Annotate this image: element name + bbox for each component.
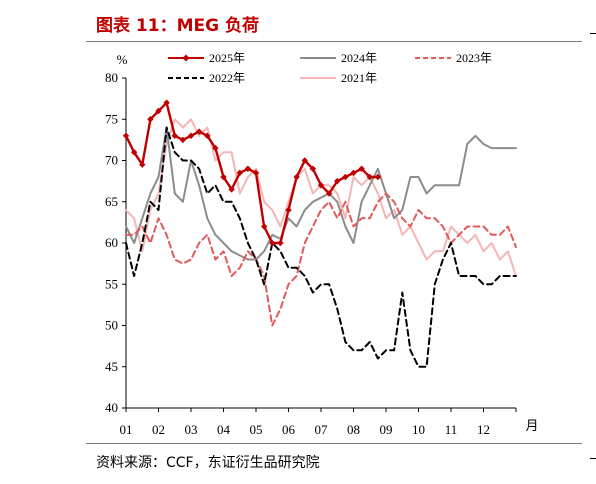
data-point-2025年 xyxy=(147,116,154,123)
series-line-2025年 xyxy=(124,101,380,245)
chart-title: 图表 11：MEG 负荷 xyxy=(96,16,259,36)
y-tick-label: 55 xyxy=(105,276,118,291)
data-point-2025年 xyxy=(171,132,178,139)
data-point-2025年 xyxy=(228,186,235,193)
data-point-2025年 xyxy=(212,144,219,152)
series-line-2022年 xyxy=(125,126,517,368)
data-point-2025年 xyxy=(155,107,162,115)
header-divider xyxy=(86,41,582,42)
legend-label-2021年: 2021年 xyxy=(341,71,377,85)
series-line-2024年 xyxy=(125,126,517,261)
legend-label-2024年: 2024年 xyxy=(341,51,377,65)
legend-label-2023年: 2023年 xyxy=(456,51,492,65)
y-axis-unit: % xyxy=(117,52,128,67)
data-point-2025年 xyxy=(236,169,243,177)
data-point-2025年 xyxy=(252,169,260,177)
x-tick-label: 10 xyxy=(412,422,425,437)
edge-mark-bottom xyxy=(590,458,596,459)
y-tick-label: 65 xyxy=(105,194,118,209)
x-tick-label: 03 xyxy=(185,422,198,437)
data-point-2025年 xyxy=(204,132,211,139)
data-point-2025年 xyxy=(139,161,146,168)
data-point-2025年 xyxy=(130,149,138,156)
y-tick-label: 50 xyxy=(105,318,118,333)
x-tick-label: 08 xyxy=(347,422,360,437)
x-tick-label: 04 xyxy=(217,422,231,437)
y-tick-label: 70 xyxy=(105,153,118,168)
y-tick-label: 80 xyxy=(105,70,118,85)
x-axis-unit: 月 xyxy=(525,418,538,433)
x-tick-label: 11 xyxy=(445,422,458,437)
data-point-2025年 xyxy=(285,206,292,214)
x-tick-label: 01 xyxy=(120,422,133,437)
x-tick-label: 07 xyxy=(315,422,329,437)
data-point-2025年 xyxy=(301,157,308,164)
series-line-2023年 xyxy=(125,192,517,327)
y-tick-label: 75 xyxy=(105,111,118,126)
x-tick-label: 02 xyxy=(152,422,165,437)
x-tick-label: 06 xyxy=(282,422,296,437)
x-tick-label: 09 xyxy=(380,422,393,437)
data-point-2025年 xyxy=(260,223,268,230)
data-point-2025年 xyxy=(122,132,130,139)
data-point-2025年 xyxy=(293,173,300,181)
data-point-2025年 xyxy=(244,165,252,172)
data-point-2025年 xyxy=(179,136,187,144)
y-tick-label: 60 xyxy=(105,235,118,250)
data-point-2025年 xyxy=(195,128,203,135)
data-point-2025年 xyxy=(374,173,382,181)
legend-marker-2025年 xyxy=(182,54,190,62)
data-point-2025年 xyxy=(309,165,317,172)
data-point-2025年 xyxy=(325,190,333,197)
x-tick-label: 05 xyxy=(250,422,263,437)
y-tick-label: 45 xyxy=(105,359,118,374)
data-point-2025年 xyxy=(317,182,325,189)
data-point-2025年 xyxy=(334,177,341,185)
edge-mark-top xyxy=(590,33,596,34)
x-tick-label: 12 xyxy=(477,422,490,437)
legend-label-2025年: 2025年 xyxy=(209,51,245,65)
data-point-2025年 xyxy=(220,173,227,181)
data-point-2025年 xyxy=(163,99,170,106)
data-point-2025年 xyxy=(187,132,195,139)
footer-divider xyxy=(86,443,582,444)
data-point-2025年 xyxy=(358,165,365,172)
data-point-2025年 xyxy=(342,173,349,181)
data-point-2025年 xyxy=(366,173,373,181)
data-point-2025年 xyxy=(350,169,357,177)
legend-label-2022年: 2022年 xyxy=(209,71,245,85)
data-point-2025年 xyxy=(277,239,284,247)
y-tick-label: 40 xyxy=(105,400,118,415)
source-note: 资料来源：CCF，东证衍生品研究院 xyxy=(96,455,320,471)
data-point-2025年 xyxy=(269,239,276,247)
